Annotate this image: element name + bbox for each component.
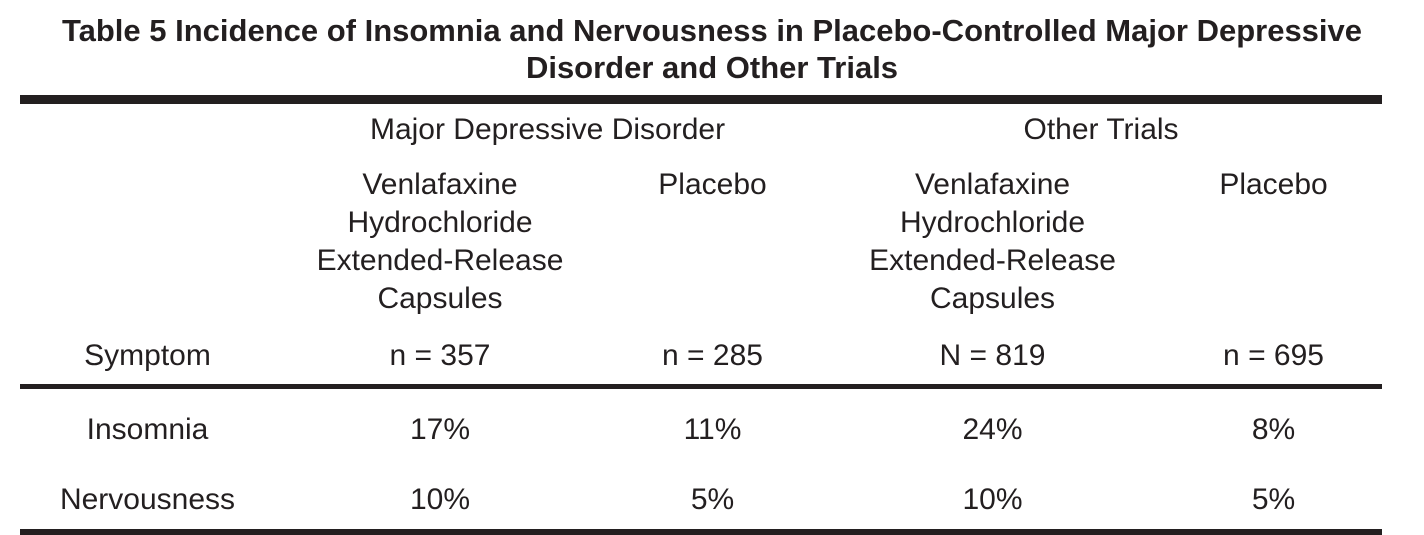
table-row-insomnia: Insomnia 17% 11% 24% 8% bbox=[20, 387, 1382, 460]
n-value-placebo-mdd: n = 285 bbox=[605, 328, 821, 389]
nervousness-placebo-other-value: 5% bbox=[1251, 483, 1296, 516]
n-value-placebo-other: n = 695 bbox=[1165, 328, 1383, 389]
document-page: Table 5 Incidence of Insomnia and Nervou… bbox=[20, 13, 1383, 535]
table-group-header-row: Major Depressive Disorder Other Trials bbox=[20, 100, 1382, 157]
symptom-label-insomnia: Insomnia bbox=[86, 413, 209, 446]
column-header-placebo-mdd: Placebo bbox=[658, 168, 767, 201]
incidence-table: Major Depressive Disorder Other Trials V… bbox=[20, 95, 1383, 535]
group-header-other-trials: Other Trials bbox=[1023, 113, 1179, 146]
insomnia-venlafaxine-other-value: 24% bbox=[962, 413, 1023, 446]
symptom-label-nervousness: Nervousness bbox=[59, 483, 236, 516]
nervousness-placebo-mdd-value: 5% bbox=[690, 483, 735, 516]
table-treatment-header-row: Venlafaxine Hydrochloride Extended-Relea… bbox=[20, 156, 1382, 328]
group-header-major-depressive-disorder: Major Depressive Disorder bbox=[369, 113, 726, 146]
insomnia-placebo-mdd-value: 11% bbox=[683, 413, 742, 446]
table-n-row: Symptom n = 357 n = 285 N = 819 n = 695 bbox=[20, 328, 1383, 389]
insomnia-placebo-other-value: 8% bbox=[1251, 413, 1296, 446]
row-header-symptom: Symptom bbox=[20, 328, 275, 389]
column-header-venlafaxine-mdd: Venlafaxine Hydrochloride Extended-Relea… bbox=[316, 168, 564, 315]
nervousness-venlafaxine-other-value: 10% bbox=[962, 483, 1023, 516]
table-title: Table 5 Incidence of Insomnia and Nervou… bbox=[61, 13, 1363, 85]
column-header-placebo-other: Placebo bbox=[1219, 168, 1328, 201]
treatment-header-spacer bbox=[20, 156, 275, 328]
n-value-venlafaxine-other: N = 819 bbox=[820, 328, 1166, 389]
column-header-venlafaxine-other: Venlafaxine Hydrochloride Extended-Relea… bbox=[869, 168, 1116, 315]
group-header-spacer bbox=[20, 100, 275, 157]
n-value-venlafaxine-mdd: n = 357 bbox=[275, 328, 605, 389]
nervousness-venlafaxine-mdd-value: 10% bbox=[409, 483, 471, 516]
table-row-nervousness: Nervousness 10% 5% 10% 5% bbox=[20, 459, 1382, 532]
insomnia-venlafaxine-mdd-value: 17% bbox=[409, 413, 471, 446]
